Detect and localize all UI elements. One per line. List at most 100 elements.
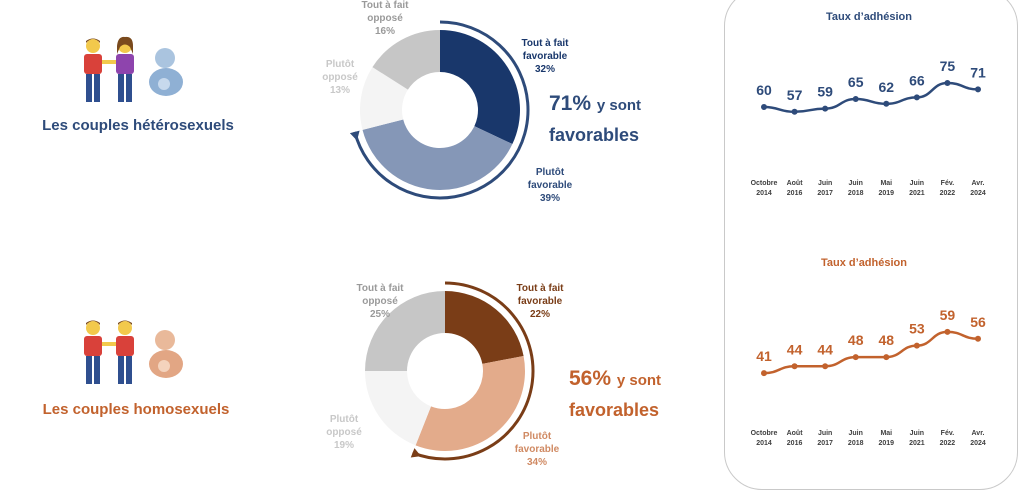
hetero-family-icon [78, 36, 188, 106]
donut-hetero-label-plutot-favorable: Plutôt favorable 39% [527, 167, 573, 204]
line-hetero-point [944, 80, 951, 86]
donut-homo-label-tout-oppose: Tout à fait opposé 25% [356, 283, 404, 320]
line-hetero-tick-label: Fév. [941, 180, 955, 187]
line-homo-point [761, 370, 767, 377]
group-label-homo: Les couples homosexuels [42, 401, 230, 418]
line-homo-data-label: 56 [970, 314, 986, 330]
donut-chart-hetero [350, 20, 530, 200]
line-homo-tick-label: 2018 [848, 440, 864, 447]
line-chart-hetero: 60 57 59 65 62 66 75 71 Octobre 2014 Août 2016 Juin 2… [751, 58, 986, 197]
donut-homo-slice-3 [365, 371, 432, 446]
donut-hetero-slice-2 [362, 119, 513, 190]
summary-hetero-text1: y sont [596, 97, 642, 114]
donut-homo-label-tout-favorable: Tout à fait favorable 22% [516, 283, 564, 320]
line-hetero-point [883, 100, 890, 107]
line-homo-point [822, 363, 829, 370]
line-hetero-data-label: 65 [848, 74, 864, 90]
line-homo-point [852, 354, 859, 361]
line-homo-point [913, 342, 920, 349]
group-label-hetero: Les couples hétérosexuels [42, 117, 234, 134]
line-homo-tick-label: 2022 [940, 440, 956, 447]
donut-homo-favorable-arrowhead [410, 448, 421, 458]
line-hetero-tick-label: 2022 [940, 190, 956, 197]
line-hetero-tick-label: Juin [910, 180, 924, 187]
line-homo-data-label: 44 [817, 341, 833, 357]
line-hetero-point [761, 104, 767, 110]
line-hetero-tick-label: Juin [818, 180, 832, 187]
summary-homo: 56% y sont favorables [569, 364, 661, 425]
summary-hetero: 71% y sont favorables [549, 89, 641, 150]
line-hetero-data-label: 62 [878, 79, 894, 95]
line-homo-tick-label: 2021 [909, 440, 925, 447]
donut-chart-homo [365, 281, 535, 461]
donut-hetero-slice-1 [440, 30, 520, 145]
donut-homo-slice-4 [365, 291, 445, 371]
line-hetero-point [852, 96, 859, 102]
line-hetero-data-label: 71 [970, 64, 986, 80]
line-hetero-tick-label: 2016 [787, 190, 803, 197]
summary-homo-text1: y sont [616, 372, 662, 389]
line-hetero-point [975, 86, 981, 93]
line-chart-homo: 41 44 44 48 48 53 59 56 Octobre 2014 Août 2016 Juin 2… [751, 307, 986, 447]
line-homo-tick-label: Fév. [941, 430, 955, 437]
donut-homo-slice-2 [415, 356, 525, 451]
line-homo-data-label: 44 [787, 341, 803, 357]
line-hetero-data-label: 57 [787, 87, 803, 103]
line-homo-tick-label: Août [787, 430, 804, 437]
line-homo-point [975, 335, 981, 342]
line-hetero-point [822, 105, 829, 112]
line-homo-data-label: 48 [878, 332, 894, 348]
line-homo-tick-label: 2014 [756, 440, 772, 447]
line-homo-tick-label: 2019 [878, 440, 894, 447]
donut-hetero-label-plutot-oppose: Plutôt opposé 13% [322, 59, 358, 96]
line-homo-tick-label: 2024 [970, 440, 986, 447]
trend-title-hetero: Taux d’adhésion [826, 11, 912, 23]
line-homo-tick-label: Octobre [751, 430, 778, 437]
line-hetero-series-line [763, 81, 979, 114]
line-homo-point [791, 363, 798, 370]
line-homo-data-label: 59 [940, 307, 956, 323]
donut-hetero-label-tout-favorable: Tout à fait favorable 32% [521, 38, 569, 75]
line-hetero-tick-label: Mai [880, 180, 892, 187]
line-homo-data-label: 53 [909, 321, 925, 337]
line-hetero-tick-label: 2024 [970, 190, 986, 197]
donut-homo-label-plutot-oppose: Plutôt opposé 19% [326, 414, 362, 451]
line-homo-tick-label: Juin [849, 430, 863, 437]
summary-homo-text2: favorables [569, 400, 660, 420]
line-hetero-data-label: 75 [940, 58, 956, 74]
donut-homo-slice-1 [445, 291, 524, 364]
line-homo-point [883, 354, 890, 361]
summary-hetero-text2: favorables [549, 125, 640, 145]
homo-family-icon [78, 318, 188, 388]
line-hetero-tick-label: 2021 [909, 190, 925, 197]
line-hetero-tick-label: 2014 [756, 190, 772, 197]
line-homo-tick-label: Avr. [972, 430, 985, 437]
line-hetero-tick-label: Avr. [972, 180, 985, 187]
line-hetero-data-label: 60 [756, 82, 772, 98]
line-hetero-point [913, 94, 920, 101]
line-hetero-point [791, 108, 798, 115]
donut-homo-favorable-arc [412, 281, 535, 461]
line-hetero-data-label: 66 [909, 72, 925, 88]
donut-hetero-slice-4 [372, 30, 440, 90]
line-hetero-tick-label: Juin [849, 180, 863, 187]
line-homo-tick-label: Juin [818, 430, 832, 437]
line-homo-tick-label: Mai [880, 430, 892, 437]
line-homo-tick-label: Juin [910, 430, 924, 437]
line-hetero-tick-label: Octobre [751, 180, 778, 187]
donut-hetero-label-tout-oppose: Tout à fait opposé 16% [361, 0, 409, 37]
trend-panel [724, 0, 1018, 490]
line-homo-point [944, 328, 951, 335]
line-homo-data-label: 41 [756, 348, 772, 364]
summary-homo-pct: 56% [569, 367, 612, 390]
line-hetero-tick-label: 2018 [848, 190, 864, 197]
trend-title-homo: Taux d’adhésion [821, 257, 907, 269]
line-homo-series-line [763, 330, 979, 375]
line-homo-tick-label: 2016 [787, 440, 803, 447]
donut-hetero-favorable-arrowhead [350, 130, 360, 141]
donut-hetero-favorable-arc [353, 20, 530, 200]
line-hetero-tick-label: 2019 [878, 190, 894, 197]
donut-hetero-slice-3 [360, 67, 408, 130]
line-homo-data-label: 48 [848, 332, 864, 348]
line-hetero-data-label: 59 [817, 84, 833, 100]
